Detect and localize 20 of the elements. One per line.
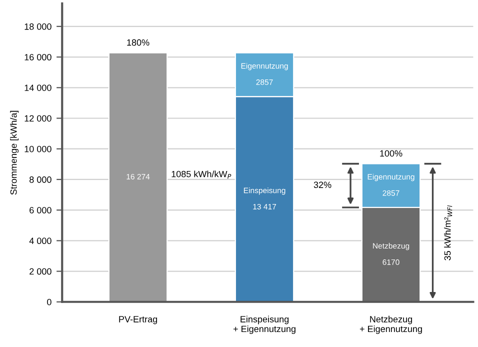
y-tick-label: 12 000: [24, 115, 52, 122]
y-tick-label: 16 000: [24, 54, 52, 60]
annotation: 32%: [314, 182, 332, 188]
y-tick-label: 14 000: [24, 84, 52, 91]
y-tick-label: 18 000: [24, 23, 52, 30]
x-tick-label: Netzbezug + Eigennutzung: [360, 316, 422, 334]
annotation: 35 kWh/m²$_{WFl}$: [444, 205, 452, 260]
y-tick-label: 10 000: [24, 146, 52, 152]
y-tick-label: 2 000: [30, 268, 52, 275]
annotation: 1085 kWh/kW$_{P}$: [172, 170, 232, 179]
x-tick-label: PV-Ertrag: [119, 316, 158, 324]
y-tick-label: 8 000: [30, 176, 52, 183]
annotation: 100%: [380, 150, 402, 157]
y-tick-label: 6 000: [30, 207, 52, 214]
y-tick-label: 4 000: [29, 238, 52, 244]
x-tick-label: Einspeisung + Eigennutzung: [233, 316, 296, 334]
bar: [108, 52, 168, 302]
y-axis-title: Strommenge [kWh/a]: [10, 110, 19, 195]
y-tick-label: 0: [47, 298, 52, 306]
annotation: 180%: [127, 39, 150, 46]
